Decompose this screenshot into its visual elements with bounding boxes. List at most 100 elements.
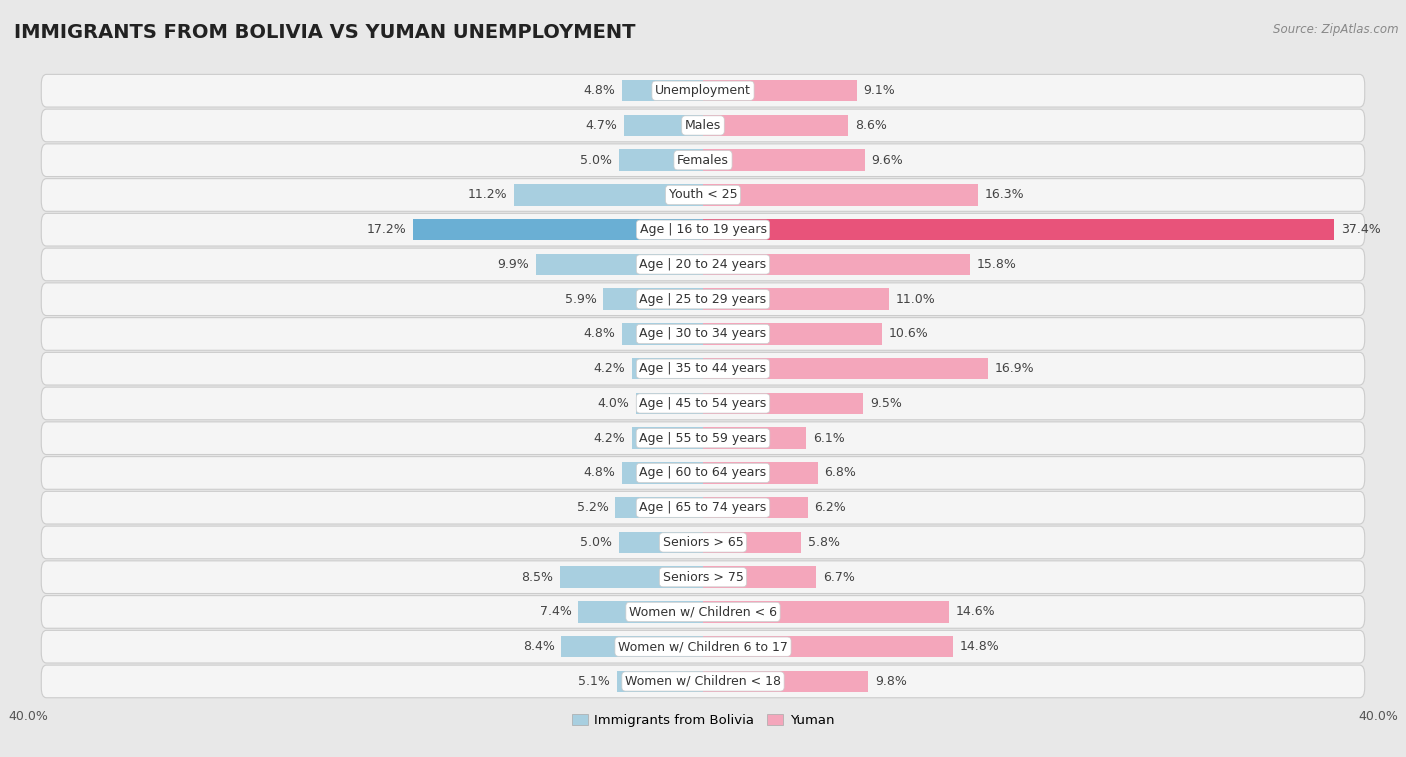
Text: 4.7%: 4.7% [585,119,617,132]
Text: 4.8%: 4.8% [583,84,616,97]
Text: 6.8%: 6.8% [824,466,856,479]
Bar [703,115,848,136]
Text: 14.8%: 14.8% [959,640,1000,653]
Text: Source: ZipAtlas.com: Source: ZipAtlas.com [1274,23,1399,36]
Bar [703,184,979,206]
Text: 4.8%: 4.8% [583,328,616,341]
Text: Age | 16 to 19 years: Age | 16 to 19 years [640,223,766,236]
Bar [703,323,882,344]
Bar [617,671,703,692]
Bar [703,149,865,171]
Legend: Immigrants from Bolivia, Yuman: Immigrants from Bolivia, Yuman [567,709,839,732]
Text: 5.0%: 5.0% [579,536,612,549]
Bar [621,80,703,101]
Text: 9.6%: 9.6% [872,154,904,167]
Text: 9.1%: 9.1% [863,84,896,97]
Bar [561,636,703,657]
FancyBboxPatch shape [41,596,1365,628]
Bar [703,463,818,484]
Bar [633,428,703,449]
Text: IMMIGRANTS FROM BOLIVIA VS YUMAN UNEMPLOYMENT: IMMIGRANTS FROM BOLIVIA VS YUMAN UNEMPLO… [14,23,636,42]
Bar [703,219,1334,241]
Text: Seniors > 65: Seniors > 65 [662,536,744,549]
Bar [621,463,703,484]
Text: 37.4%: 37.4% [1341,223,1381,236]
Text: 9.9%: 9.9% [498,258,529,271]
Text: Age | 60 to 64 years: Age | 60 to 64 years [640,466,766,479]
Text: 17.2%: 17.2% [367,223,406,236]
Bar [515,184,703,206]
Text: 10.6%: 10.6% [889,328,928,341]
Bar [616,497,703,519]
Text: 6.1%: 6.1% [813,431,845,444]
FancyBboxPatch shape [41,109,1365,142]
Bar [703,393,863,414]
Text: 5.1%: 5.1% [578,675,610,688]
Text: 5.0%: 5.0% [579,154,612,167]
Text: Males: Males [685,119,721,132]
Bar [413,219,703,241]
Text: 8.5%: 8.5% [520,571,553,584]
Text: Age | 20 to 24 years: Age | 20 to 24 years [640,258,766,271]
FancyBboxPatch shape [41,283,1365,316]
Text: 11.0%: 11.0% [896,293,935,306]
Text: 7.4%: 7.4% [540,606,571,618]
Text: 9.5%: 9.5% [870,397,901,410]
FancyBboxPatch shape [41,213,1365,246]
Text: 9.8%: 9.8% [875,675,907,688]
Text: Age | 35 to 44 years: Age | 35 to 44 years [640,362,766,375]
Text: 11.2%: 11.2% [468,188,508,201]
Text: Youth < 25: Youth < 25 [669,188,737,201]
FancyBboxPatch shape [41,526,1365,559]
Text: 4.2%: 4.2% [593,431,626,444]
Bar [703,497,807,519]
Text: 8.6%: 8.6% [855,119,887,132]
Bar [703,254,970,276]
Bar [703,566,815,588]
Bar [703,671,869,692]
Text: 4.2%: 4.2% [593,362,626,375]
Text: Age | 30 to 34 years: Age | 30 to 34 years [640,328,766,341]
Text: 5.9%: 5.9% [565,293,596,306]
FancyBboxPatch shape [41,561,1365,593]
Bar [703,601,949,623]
Bar [619,149,703,171]
FancyBboxPatch shape [41,665,1365,698]
FancyBboxPatch shape [41,248,1365,281]
Text: 16.3%: 16.3% [984,188,1025,201]
Bar [703,531,801,553]
Text: 4.0%: 4.0% [598,397,628,410]
Bar [619,531,703,553]
Bar [578,601,703,623]
Bar [624,115,703,136]
Text: Unemployment: Unemployment [655,84,751,97]
Bar [603,288,703,310]
FancyBboxPatch shape [41,144,1365,176]
FancyBboxPatch shape [41,422,1365,454]
Text: 6.7%: 6.7% [823,571,855,584]
FancyBboxPatch shape [41,491,1365,524]
Text: Seniors > 75: Seniors > 75 [662,571,744,584]
Bar [703,288,889,310]
Text: 15.8%: 15.8% [976,258,1017,271]
Text: Age | 25 to 29 years: Age | 25 to 29 years [640,293,766,306]
FancyBboxPatch shape [41,179,1365,211]
Bar [703,80,856,101]
FancyBboxPatch shape [41,318,1365,350]
Text: Females: Females [678,154,728,167]
FancyBboxPatch shape [41,387,1365,420]
Text: Age | 45 to 54 years: Age | 45 to 54 years [640,397,766,410]
Bar [636,393,703,414]
Text: 4.8%: 4.8% [583,466,616,479]
Text: 6.2%: 6.2% [814,501,846,514]
Text: 8.4%: 8.4% [523,640,554,653]
FancyBboxPatch shape [41,456,1365,489]
Bar [703,428,806,449]
Text: Age | 65 to 74 years: Age | 65 to 74 years [640,501,766,514]
Bar [703,358,988,379]
Bar [621,323,703,344]
Text: Women w/ Children < 6: Women w/ Children < 6 [628,606,778,618]
FancyBboxPatch shape [41,352,1365,385]
Bar [560,566,703,588]
Text: 5.2%: 5.2% [576,501,609,514]
